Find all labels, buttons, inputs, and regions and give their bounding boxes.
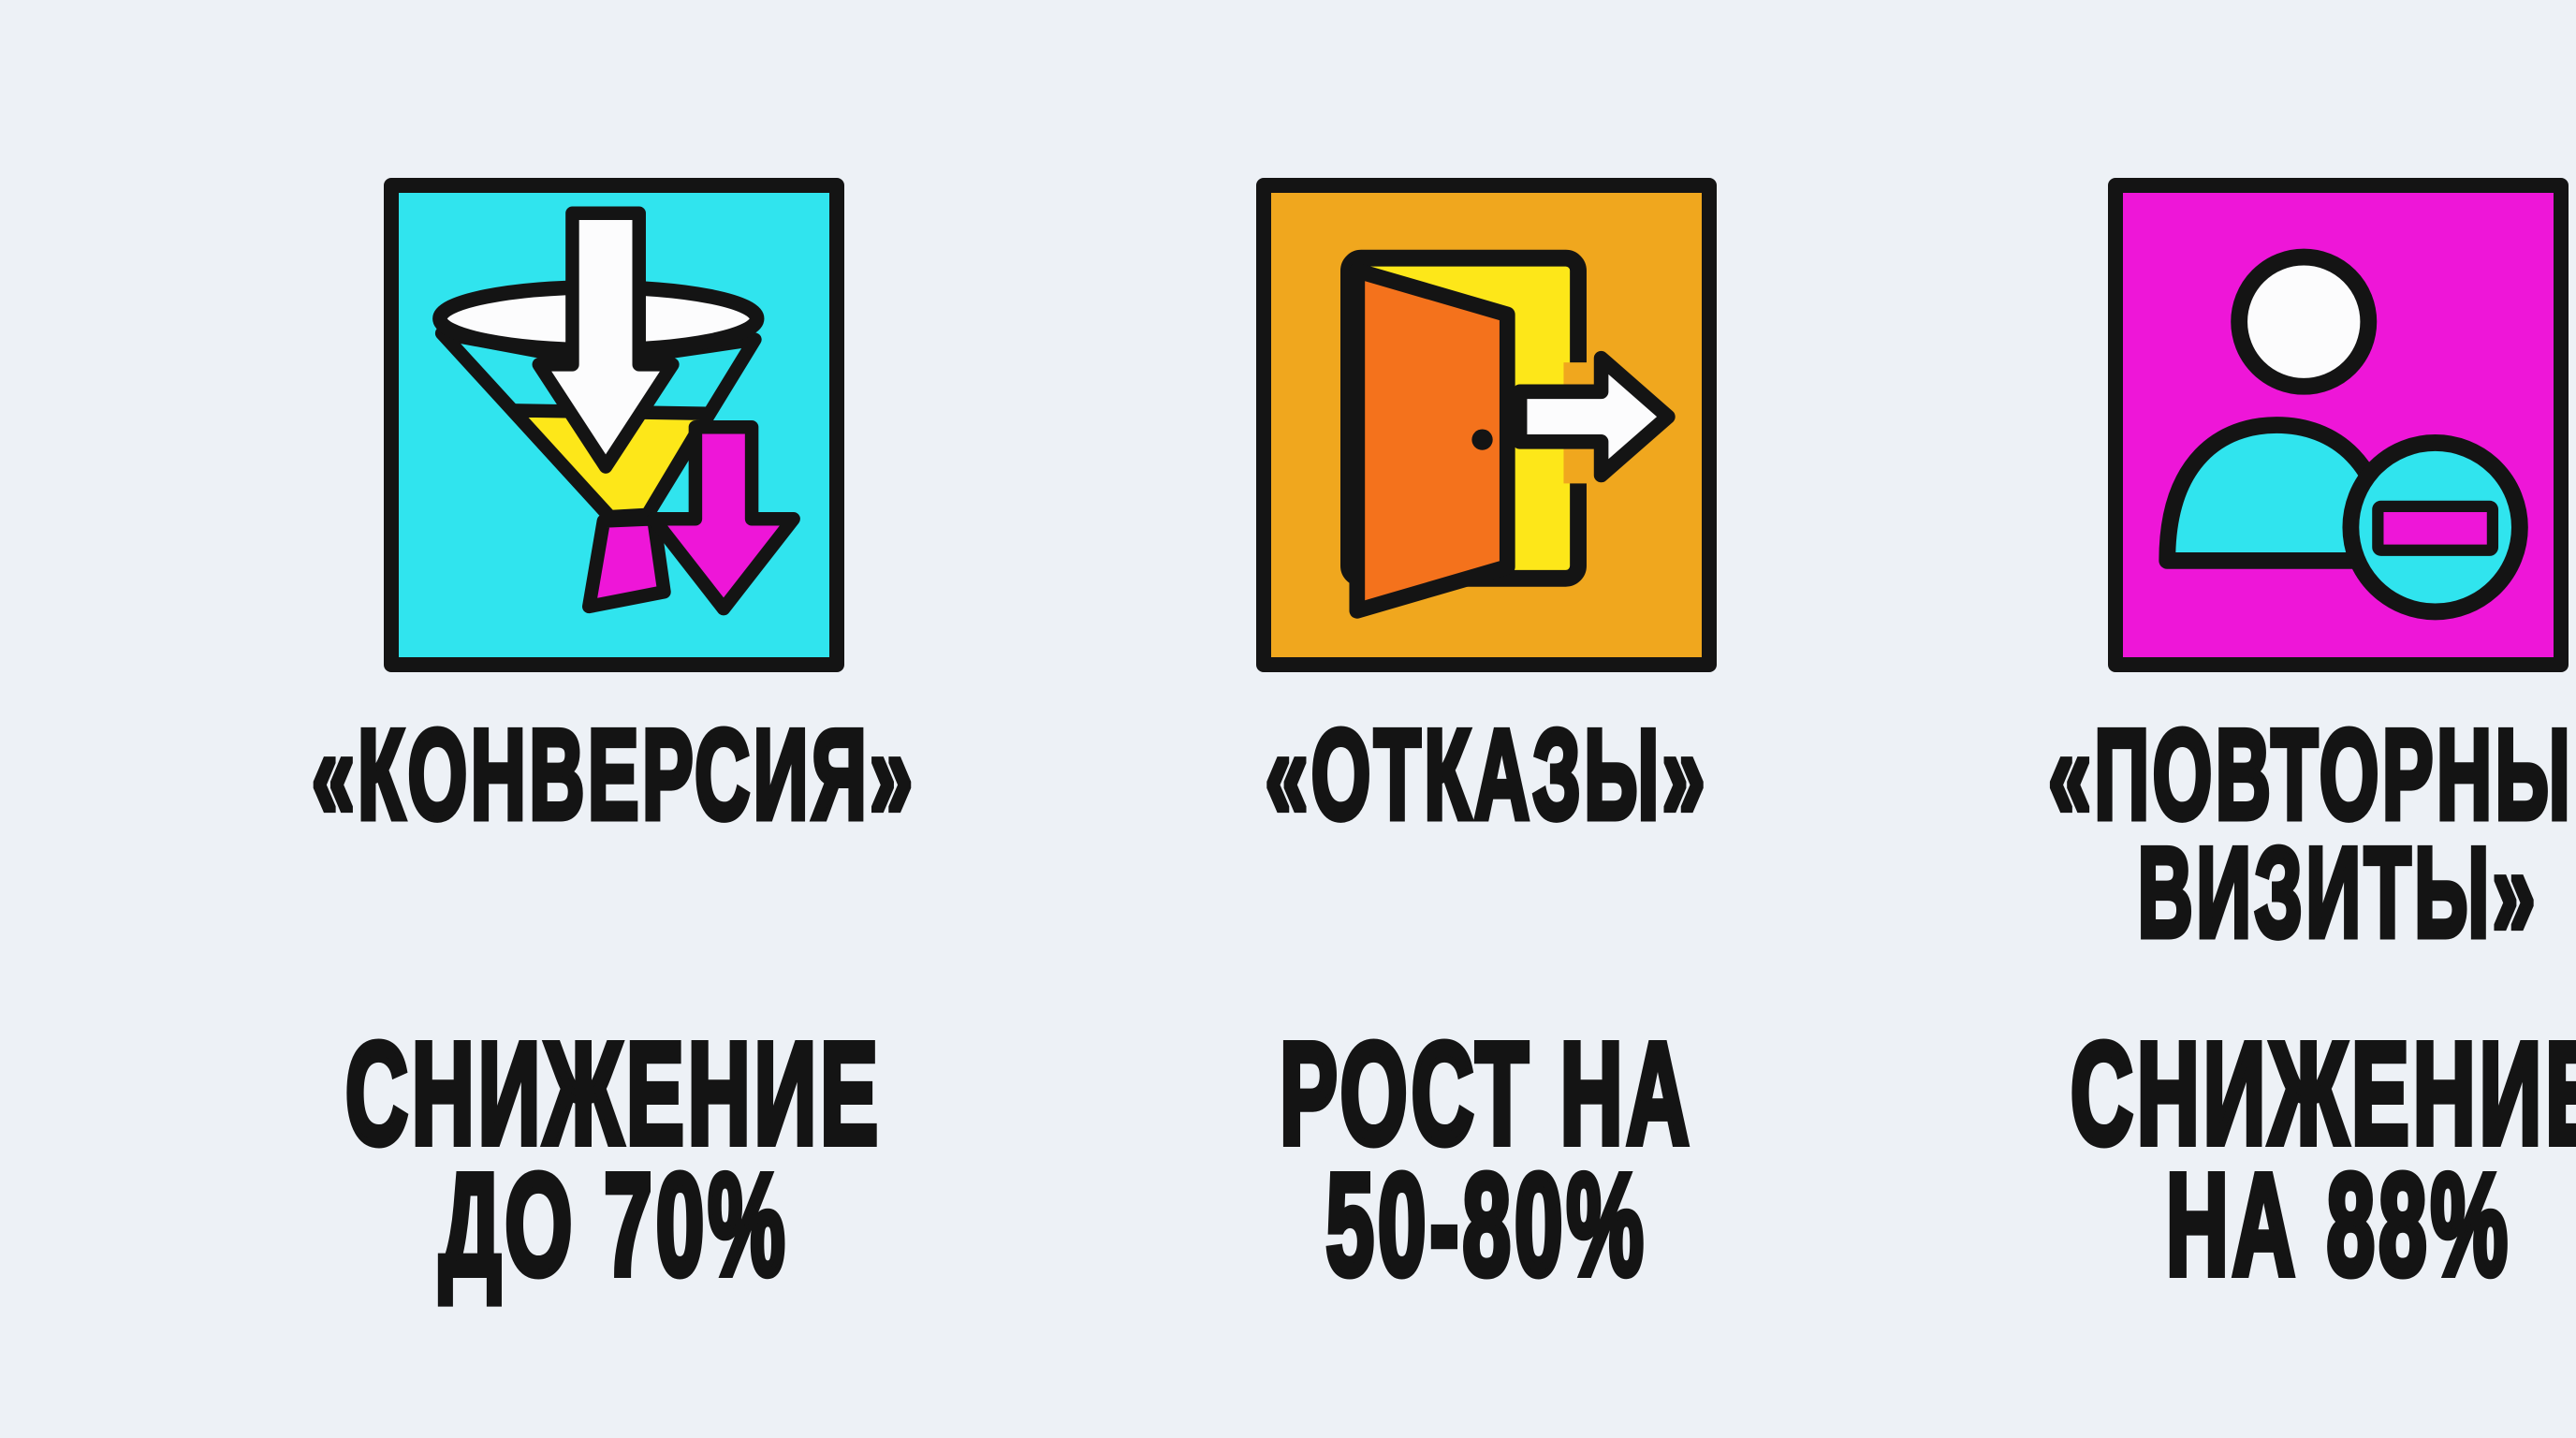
door-exit-icon [1339,249,1676,619]
user-minus-icon [2159,248,2528,621]
card-stat: СНИЖЕНИЕ НА 88% [1855,1012,2576,1305]
card-title-line: «ОТКАЗЫ» [1263,703,1708,845]
card-stat: СНИЖЕНИЕ ДО 70% [110,1012,1118,1305]
conversion-tile [383,178,844,672]
card-title-line: «КОНВЕРСИЯ» [310,703,916,845]
card-stat-line: СНИЖЕНИЕ [344,1012,883,1174]
card-title: «ОТКАЗЫ» [1118,703,1856,1009]
funnel-down-icon [432,206,800,616]
card-stat: РОСТ НА 50-80% [1118,1012,1856,1305]
card-title-line: ВИЗИТЫ» [2136,821,2539,963]
card-stat-line: СНИЖЕНИЕ [2068,1012,2576,1174]
card-title-line [110,833,1118,951]
bounces-tile [1255,178,1717,672]
card-title: «КОНВЕРСИЯ» [110,703,1118,1009]
card-stat-line: НА 88% [2163,1143,2511,1305]
card-bounces: «ОТКАЗЫ» РОСТ НА 50-80% [1118,178,1856,1438]
repeat-visits-tile [2108,178,2569,672]
card-stat-line: РОСТ НА [1278,1012,1693,1174]
card-title: «ПОВТОРНЫЕ ВИЗИТЫ» [1855,703,2576,1009]
card-title-line: «ПОВТОРНЫЕ [2046,703,2576,845]
card-stat-line: ДО 70% [437,1143,789,1305]
card-stat-line: 50-80% [1324,1143,1647,1305]
card-conversion: «КОНВЕРСИЯ» СНИЖЕНИЕ ДО 70% [110,178,1118,1438]
card-title-line [1118,833,1856,951]
card-repeat-visits: «ПОВТОРНЫЕ ВИЗИТЫ» СНИЖЕНИЕ НА 88% [1855,178,2576,1438]
